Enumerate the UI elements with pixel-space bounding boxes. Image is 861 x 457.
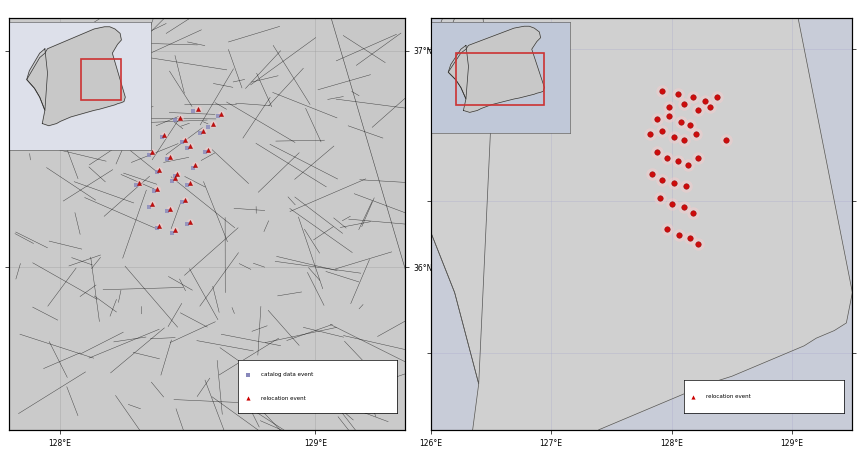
Polygon shape [0, 0, 443, 457]
Polygon shape [394, 0, 491, 384]
Polygon shape [394, 0, 852, 457]
